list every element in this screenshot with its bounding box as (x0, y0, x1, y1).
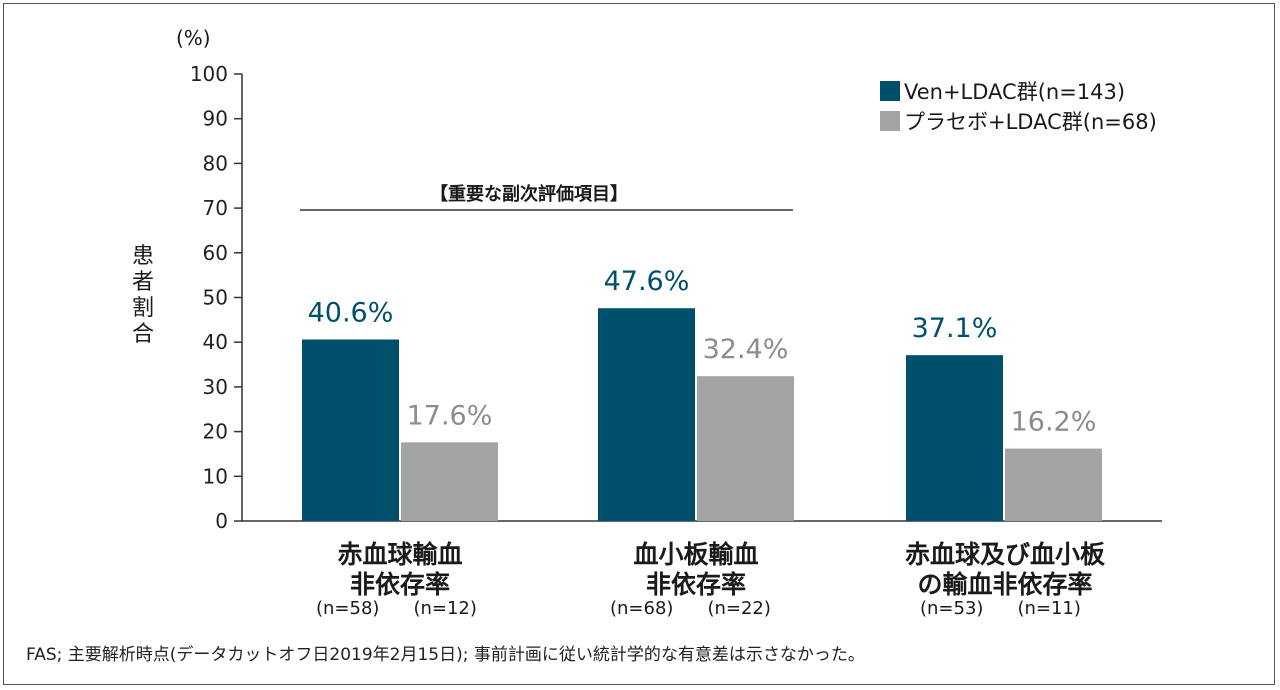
n-labels-rbc: (n=58) (n=12) (316, 598, 477, 619)
bar-value-label: 32.4% (703, 334, 789, 365)
legend-swatch-placebo (880, 111, 900, 131)
n-label-rbc-ven: (n=58) (316, 598, 380, 619)
bar-placebo (1005, 448, 1102, 521)
legend-label-placebo: プラセボ+LDAC群(n=68) (904, 110, 1157, 134)
category-label-rbc-platelet: 赤血球及び血小板 の輸血非依存率 (855, 540, 1155, 600)
y-tick-label: 90 (203, 107, 228, 131)
bar-placebo (697, 376, 794, 521)
y-tick-label: 30 (203, 375, 228, 399)
chart-frame (3, 3, 1275, 685)
n-label-platelet-ven: (n=68) (610, 598, 674, 619)
key-secondary-endpoint-label: 【重要な副次評価項目】 (430, 184, 628, 205)
bar-placebo (401, 442, 498, 521)
category-label-rbc: 赤血球輸血 非依存率 (250, 540, 550, 600)
legend-label-ven: Ven+LDAC群(n=143) (904, 80, 1126, 104)
category-label-rbc-platelet-line1: 赤血球及び血小板 (904, 540, 1105, 569)
bar-value-label: 37.1% (912, 313, 998, 344)
n-labels-rbc-platelet: (n=53) (n=11) (920, 598, 1081, 619)
bar-value-label: 40.6% (308, 298, 394, 329)
bar-ven (906, 355, 1003, 521)
y-tick-label: 10 (203, 464, 228, 488)
category-label-rbc-platelet-line2: の輸血非依存率 (917, 570, 1093, 599)
bar-value-label: 47.6% (604, 266, 690, 297)
legend-swatch-ven (880, 81, 900, 101)
bar-ven (598, 308, 695, 521)
y-tick-label: 100 (190, 62, 228, 86)
category-label-rbc-line1: 赤血球輸血 (337, 540, 463, 569)
y-tick-label: 70 (203, 196, 228, 220)
category-label-platelet: 血小板輸血 非依存率 (546, 540, 846, 600)
y-tick-label: 60 (203, 241, 228, 265)
category-label-platelet-line1: 血小板輸血 (633, 540, 759, 569)
y-tick-label: 0 (215, 509, 228, 533)
bar-value-label: 16.2% (1011, 407, 1097, 438)
category-label-platelet-line2: 非依存率 (645, 570, 746, 599)
y-tick-label: 50 (203, 286, 228, 310)
y-tick-label: 20 (203, 420, 228, 444)
n-label-rbc-placebo: (n=12) (413, 598, 477, 619)
category-label-rbc-line2: 非依存率 (349, 570, 450, 599)
y-tick-label: 40 (203, 330, 228, 354)
legend-item-ven: Ven+LDAC群(n=143) (880, 76, 1157, 106)
bar-ven (302, 339, 399, 521)
footnote: FAS; 主要解析時点(データカットオフ日2019年2月15日); 事前計画に従… (26, 645, 865, 665)
legend-item-placebo: プラセボ+LDAC群(n=68) (880, 106, 1157, 136)
y-axis-title: 患者割合 (131, 244, 154, 347)
n-label-platelet-placebo: (n=22) (707, 598, 771, 619)
y-tick-label: 80 (203, 151, 228, 175)
y-unit-label: (%) (176, 26, 211, 50)
legend: Ven+LDAC群(n=143) プラセボ+LDAC群(n=68) (880, 76, 1157, 136)
n-label-rbc-platelet-ven: (n=53) (920, 598, 984, 619)
n-labels-platelet: (n=68) (n=22) (610, 598, 771, 619)
n-label-rbc-platelet-placebo: (n=11) (1017, 598, 1081, 619)
bar-value-label: 17.6% (407, 400, 493, 431)
